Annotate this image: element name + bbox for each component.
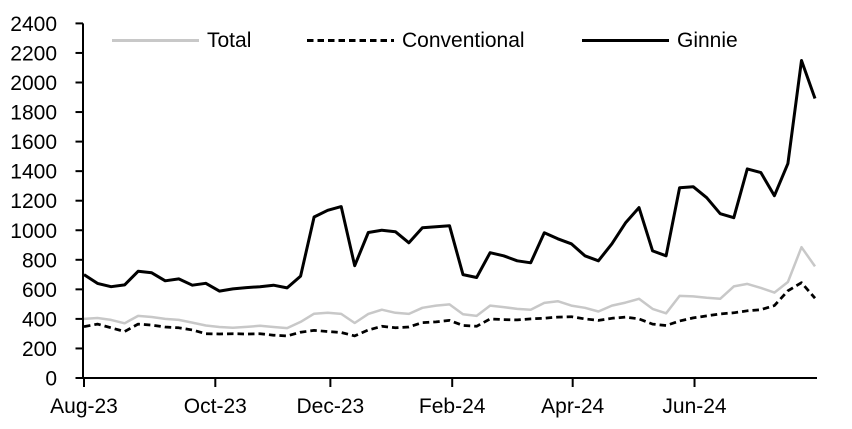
y-tick-label: 1600 — [10, 131, 57, 154]
y-tick-label: 400 — [22, 308, 57, 331]
y-tick-label: 800 — [22, 249, 57, 272]
conventional-line-sample — [307, 39, 394, 42]
legend-item-ginnie: Ginnie — [582, 29, 738, 52]
y-tick-label: 600 — [22, 279, 57, 302]
x-tick-label: Aug-23 — [50, 395, 118, 418]
y-tick-label: 200 — [22, 338, 57, 361]
legend-item-total: Total — [112, 29, 251, 52]
x-tick-label: Apr-24 — [541, 395, 604, 418]
y-tick-label: 2000 — [10, 72, 57, 95]
ginnie-line — [83, 59, 817, 293]
y-tick-label: 2400 — [10, 13, 57, 36]
y-tick-label: 2200 — [10, 42, 57, 65]
total-line — [83, 245, 817, 330]
legend-label-ginnie: Ginnie — [677, 29, 738, 52]
y-tick-label: 1200 — [10, 190, 57, 213]
total-line-sample — [112, 39, 199, 42]
legend-label-conventional: Conventional — [402, 29, 525, 52]
legend-item-conventional: Conventional — [307, 29, 525, 52]
x-tick-label: Oct-23 — [184, 395, 247, 418]
y-tick-label: 0 — [45, 368, 57, 391]
x-tick-label: Jun-24 — [662, 395, 727, 418]
legend-label-total: Total — [207, 29, 252, 52]
y-tick-label: 1800 — [10, 102, 57, 125]
axes — [82, 23, 817, 379]
conventional-line — [83, 281, 817, 338]
x-tick-label: Feb-24 — [419, 395, 486, 418]
y-tick-label: 1400 — [10, 161, 57, 184]
x-tick-label: Dec-23 — [297, 395, 365, 418]
ginnie-line-sample — [582, 39, 669, 42]
y-tick-label: 1000 — [10, 220, 57, 243]
